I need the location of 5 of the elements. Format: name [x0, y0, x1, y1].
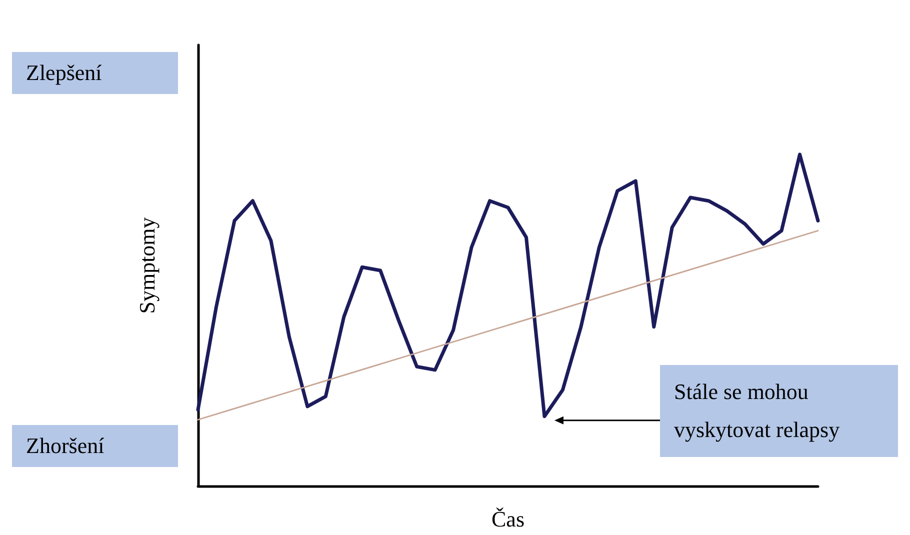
callout-box: Stále se mohou vyskytovat relapsy — [660, 365, 898, 457]
y-axis-title: Symptomy — [134, 217, 160, 314]
x-axis-title: Čas — [492, 506, 524, 532]
text: Zlepšení — [12, 52, 178, 94]
text: Zhoršení — [12, 425, 178, 467]
